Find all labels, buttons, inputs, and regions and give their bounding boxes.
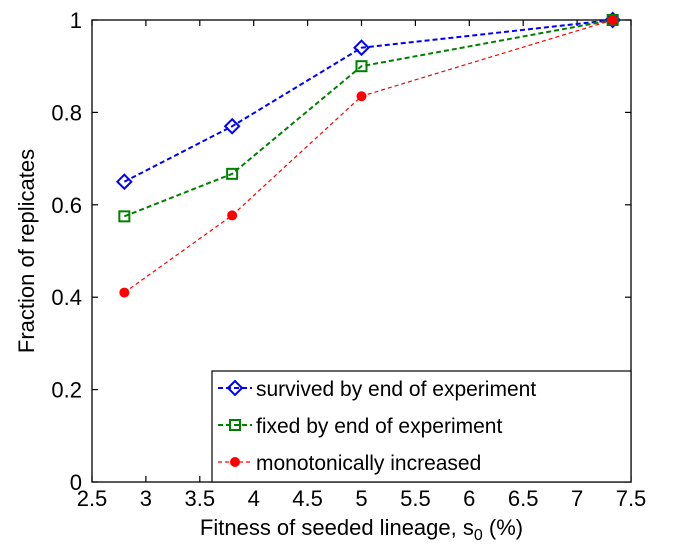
x-tick-label: 5 (355, 486, 367, 511)
axis-ticks: 2.5 3 3.5 4 4.5 5 5.5 6 6.5 7 7.5 0 0.2 0.4 0.6 0.8 1 (51, 8, 646, 511)
legend-label: fixed by end of experiment (256, 415, 502, 438)
legend-entry: survived by end of experiment (218, 378, 536, 401)
x-axis-label: Fitness of seeded lineage, s0 (%) (200, 515, 523, 544)
x-axis-label-main: Fitness of seeded lineage, s (200, 515, 474, 540)
x-tick-label: 4.5 (292, 486, 323, 511)
legend-entry: monotonically increased (218, 452, 481, 475)
data-point (355, 60, 368, 73)
x-axis-label-subscript: 0 (474, 527, 483, 544)
series-square (118, 14, 619, 223)
series-line (123, 19, 613, 294)
y-axis-label: Fraction of replicates (14, 149, 39, 353)
y-tick-label: 0 (70, 470, 82, 495)
data-point (118, 210, 131, 223)
data-point (115, 173, 133, 191)
legend-entry: fixed by end of experiment (218, 415, 502, 438)
y-tick-label: 0.2 (51, 378, 82, 403)
y-tick-label: 0.6 (51, 193, 82, 218)
series-line (123, 19, 613, 218)
data-point (227, 210, 238, 221)
data-point (353, 39, 370, 57)
data-point (223, 117, 241, 135)
series-layer (115, 11, 622, 298)
legend-label: survived by end of experiment (256, 378, 536, 401)
legend-box (211, 370, 632, 483)
x-axis-label-suffix: (%) (483, 515, 523, 540)
data-point (607, 15, 618, 25)
data-point (226, 167, 239, 180)
series-line (123, 19, 613, 183)
x-tick-label: 4 (248, 486, 260, 511)
series-diamond (115, 11, 622, 191)
data-point (356, 91, 367, 102)
legend: survived by end of experiment fixed by en… (211, 370, 632, 483)
legend-marker (229, 419, 241, 431)
x-tick-label: 3.5 (185, 486, 216, 511)
y-tick-label: 1 (70, 8, 82, 33)
x-tick-label: 7.5 (616, 486, 647, 511)
x-tick-label: 6 (463, 486, 475, 511)
y-tick-label: 0.4 (51, 285, 82, 310)
x-tick-label: 3 (140, 486, 152, 511)
legend-label: monotonically increased (256, 452, 481, 475)
x-tick-label: 5.5 (400, 486, 431, 511)
x-tick-label: 7 (571, 486, 583, 511)
x-tick-label: 2.5 (77, 486, 108, 511)
y-tick-label: 0.8 (51, 100, 82, 125)
series-circle (119, 15, 618, 298)
legend-marker (230, 457, 240, 467)
data-point (119, 287, 130, 298)
x-tick-label: 6.5 (508, 486, 539, 511)
legend-marker (226, 379, 244, 397)
